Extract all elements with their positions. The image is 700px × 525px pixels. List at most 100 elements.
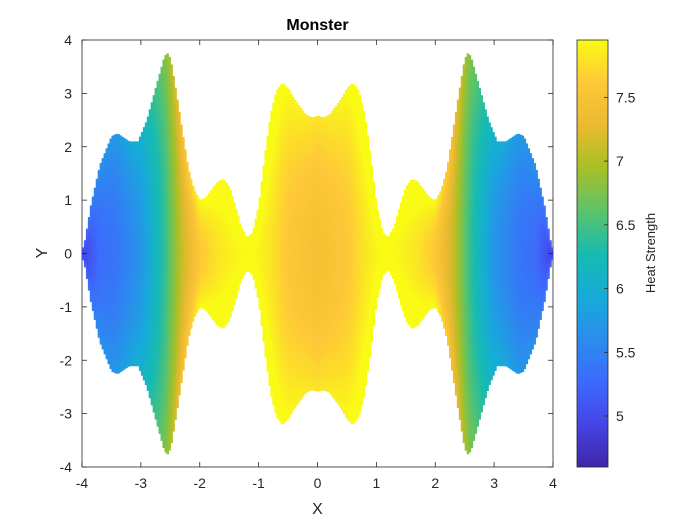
heat-cell xyxy=(105,158,109,163)
heat-cell xyxy=(125,314,128,319)
heat-cell xyxy=(199,199,203,203)
heat-cell xyxy=(164,405,167,413)
heat-cell xyxy=(152,364,156,371)
heat-cell xyxy=(168,155,171,163)
heat-cell xyxy=(154,115,158,122)
heat-cell xyxy=(127,200,130,206)
heat-cell xyxy=(209,251,213,255)
heat-cell xyxy=(152,385,156,392)
heat-cell xyxy=(184,333,187,338)
heat-cell xyxy=(127,298,130,303)
heat-cell xyxy=(134,309,138,314)
heat-cell xyxy=(203,301,207,305)
heat-cell xyxy=(131,264,134,270)
heat-cell xyxy=(156,92,160,99)
heat-cell xyxy=(103,230,107,235)
heat-cell xyxy=(95,323,99,327)
heat-cell xyxy=(125,348,128,353)
heat-cell xyxy=(142,245,146,250)
heat-cell xyxy=(99,292,103,297)
heat-cell xyxy=(152,258,156,265)
heat-cell xyxy=(91,266,95,270)
heat-cell xyxy=(97,228,101,232)
heat-cell xyxy=(131,212,134,217)
heat-cell xyxy=(138,308,142,313)
heat-cell xyxy=(138,222,142,227)
heat-cell xyxy=(140,148,144,153)
heat-cell xyxy=(115,189,118,195)
heat-cell xyxy=(203,207,207,210)
heat-cell xyxy=(205,249,209,253)
heat-cell xyxy=(189,183,193,187)
heat-cell xyxy=(129,167,132,172)
heat-cell xyxy=(103,330,107,335)
heat-cell xyxy=(207,285,211,289)
heat-cell xyxy=(164,385,167,393)
heat-cell xyxy=(101,304,105,309)
heat-cell xyxy=(146,175,150,182)
heat-cell xyxy=(201,207,205,211)
heat-cell xyxy=(97,278,101,282)
heat-cell xyxy=(121,230,124,235)
heat-cell xyxy=(121,245,124,251)
heat-cell xyxy=(123,361,126,366)
heat-cell xyxy=(142,156,146,162)
heat-cell xyxy=(85,272,89,275)
heat-cell xyxy=(199,282,203,285)
heat-cell xyxy=(148,210,152,216)
heat-cell xyxy=(199,235,203,238)
heat-cell xyxy=(105,211,109,216)
heat-cell xyxy=(125,352,128,357)
heat-cell xyxy=(158,337,162,344)
heat-cell xyxy=(111,210,114,215)
heat-cell xyxy=(170,121,173,129)
heat-cell xyxy=(127,245,130,251)
heat-cell xyxy=(199,275,203,278)
heat-cell xyxy=(109,299,113,304)
heat-cell xyxy=(180,184,183,190)
heat-cell xyxy=(93,295,97,298)
heat-cell xyxy=(191,296,195,300)
heat-cell xyxy=(180,219,183,224)
heat-cell xyxy=(131,145,134,150)
heat-cell xyxy=(99,184,103,188)
heat-cell xyxy=(93,246,97,250)
heat-cell xyxy=(123,199,126,205)
heat-cell xyxy=(144,275,148,281)
heat-cell xyxy=(184,211,187,216)
heat-cell xyxy=(125,177,128,182)
heat-cell xyxy=(197,286,201,290)
heat-cell xyxy=(125,181,128,186)
heat-cell xyxy=(205,303,209,306)
heat-cell xyxy=(166,240,169,248)
heat-cell xyxy=(205,209,209,213)
heat-cell xyxy=(203,212,207,216)
heat-cell xyxy=(97,264,101,269)
heat-cell xyxy=(154,110,158,117)
heat-cell xyxy=(134,290,138,296)
heat-cell xyxy=(123,257,126,262)
heat-cell xyxy=(182,265,185,270)
heat-cell xyxy=(144,323,148,329)
heat-cell xyxy=(123,245,126,251)
heat-cell xyxy=(158,415,162,422)
heat-cell xyxy=(150,278,154,285)
heat-cell xyxy=(160,91,164,99)
heat-cell xyxy=(119,206,122,211)
heat-cell xyxy=(105,316,109,321)
heat-cell xyxy=(123,253,126,258)
heat-cell xyxy=(133,171,136,176)
heat-cell xyxy=(85,273,89,275)
heat-cell xyxy=(182,272,185,278)
heat-cell xyxy=(176,279,179,285)
heat-cell xyxy=(144,126,148,132)
heat-cell xyxy=(89,261,93,264)
heat-cell xyxy=(199,276,203,280)
heat-cell xyxy=(199,223,203,226)
heat-cell xyxy=(148,205,152,211)
heat-cell xyxy=(138,311,142,317)
heat-cell xyxy=(186,259,189,264)
heat-cell xyxy=(105,151,109,156)
heat-cell xyxy=(195,214,199,217)
